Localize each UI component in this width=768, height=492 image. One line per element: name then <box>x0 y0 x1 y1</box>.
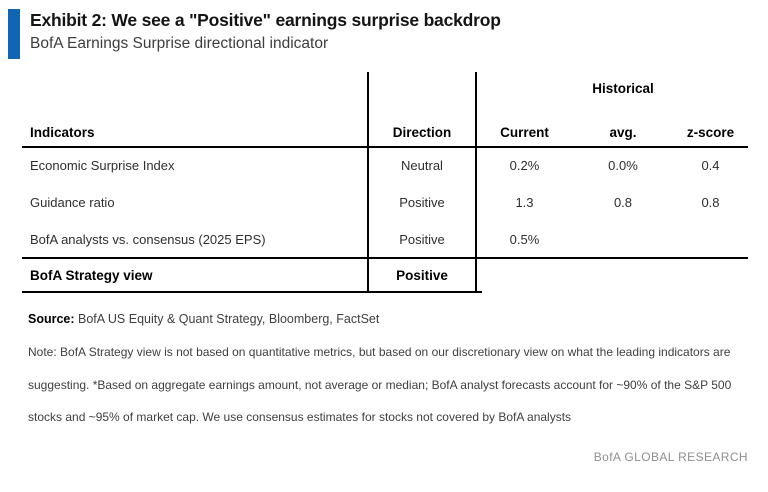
cell-zscore: 0.4 <box>701 158 720 173</box>
cell-current: 0.2% <box>509 158 540 173</box>
note-line-2: suggesting. *Based on aggregate earnings… <box>28 377 732 392</box>
note-line-1: Note: BofA Strategy view is not based on… <box>28 345 731 359</box>
group-header-historical: Historical <box>592 81 654 96</box>
source-text: BofA US Equity & Quant Strategy, Bloombe… <box>74 312 380 326</box>
source-line: Source: BofA US Equity & Quant Strategy,… <box>28 312 379 326</box>
cell-avg: 0.8 <box>613 195 633 210</box>
cell-direction: Positive <box>399 195 445 210</box>
cell-strategy-view-direction: Positive <box>396 268 448 283</box>
table-mid-rule <box>22 257 748 259</box>
strategy-view-row: BofA Strategy view Positive <box>22 258 748 293</box>
note-line-3: stocks and ~95% of market cap. We use co… <box>28 410 572 424</box>
cell-current: 0.5% <box>509 232 540 247</box>
column-header-avg: avg. <box>609 125 637 140</box>
table-group-header-row: Historical <box>22 72 748 105</box>
column-header-current: Current <box>500 125 549 140</box>
cell-direction: Positive <box>399 232 445 247</box>
table-header-row: Indicators Direction Current avg. z-scor… <box>22 105 748 147</box>
cell-indicator: Guidance ratio <box>30 195 115 210</box>
cell-strategy-view-label: BofA Strategy view <box>30 268 153 283</box>
table-row: Economic Surprise Index Neutral 0.2% 0.0… <box>22 147 748 184</box>
column-header-indicators: Indicators <box>30 125 95 140</box>
table-header-rule <box>22 145 748 148</box>
cell-indicator: BofA analysts vs. consensus (2025 EPS) <box>30 232 266 247</box>
cell-zscore: 0.8 <box>701 195 720 210</box>
table-row: Guidance ratio Positive 1.3 0.8 0.8 <box>22 184 748 221</box>
cell-current: 1.3 <box>515 195 534 210</box>
cell-indicator: Economic Surprise Index <box>30 158 175 173</box>
column-header-zscore: z-score <box>686 125 735 140</box>
indicator-table: Historical Indicators Direction Current … <box>22 72 748 293</box>
exhibit-title: Exhibit 2: We see a "Positive" earnings … <box>30 10 501 30</box>
bofa-global-research-brand: BofA GLOBAL RESEARCH <box>593 450 748 464</box>
table-divider-vertical-2 <box>475 72 477 293</box>
exhibit-accent-bar <box>8 9 20 59</box>
table-row: BofA analysts vs. consensus (2025 EPS) P… <box>22 221 748 258</box>
column-header-direction: Direction <box>392 125 452 140</box>
cell-direction: Neutral <box>401 158 443 173</box>
cell-avg: 0.0% <box>608 158 638 173</box>
table-divider-vertical-1 <box>367 72 369 293</box>
table-bottom-rule <box>22 291 482 293</box>
exhibit-subtitle: BofA Earnings Surprise directional indic… <box>30 35 329 52</box>
note-block: Note: BofA Strategy view is not based on… <box>28 341 750 439</box>
source-label: Source: <box>28 312 75 326</box>
